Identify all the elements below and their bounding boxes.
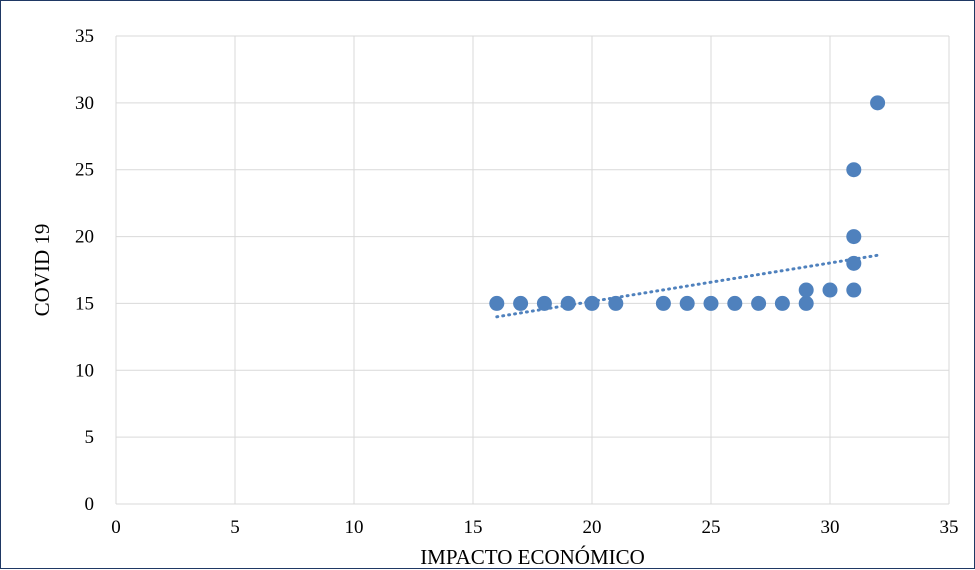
data-points — [489, 95, 886, 311]
x-tick-label-35: 35 — [940, 517, 959, 538]
data-point-3 — [560, 295, 576, 311]
data-point-15 — [846, 282, 862, 298]
data-point-9 — [727, 295, 743, 311]
y-tick-label-0: 0 — [85, 494, 95, 515]
y-tick-label-20: 20 — [75, 227, 94, 248]
y-tick-label-25: 25 — [75, 160, 94, 181]
data-point-5 — [608, 295, 624, 311]
data-point-14 — [822, 282, 838, 298]
y-axis-title: COVID 19 — [30, 224, 54, 317]
trendline-group — [495, 253, 880, 319]
data-point-7 — [679, 295, 695, 311]
data-point-11 — [774, 295, 790, 311]
data-point-10 — [751, 295, 767, 311]
x-tick-label-5: 5 — [230, 517, 240, 538]
y-tick-label-10: 10 — [75, 360, 94, 381]
y-tick-label-5: 5 — [85, 427, 95, 448]
x-tick-label-10: 10 — [345, 517, 364, 538]
data-point-19 — [870, 95, 886, 111]
data-point-1 — [513, 295, 529, 311]
x-axis-title: IMPACTO ECONÓMICO — [420, 545, 645, 569]
data-point-17 — [846, 229, 862, 245]
data-point-13 — [798, 282, 814, 298]
y-tick-label-15: 15 — [75, 293, 94, 314]
x-tick-label-15: 15 — [464, 517, 483, 538]
data-point-8 — [703, 295, 719, 311]
y-tick-label-35: 35 — [75, 26, 94, 47]
x-tick-labels: 0 5 10 15 20 25 30 35 — [111, 517, 958, 538]
data-point-6 — [655, 295, 671, 311]
x-tick-label-25: 25 — [702, 517, 721, 538]
x-tick-label-30: 30 — [821, 517, 840, 538]
data-point-0 — [489, 295, 505, 311]
x-tick-label-20: 20 — [583, 517, 602, 538]
data-point-16 — [846, 255, 862, 271]
data-point-4 — [584, 295, 600, 311]
data-point-2 — [536, 295, 552, 311]
y-tick-labels: 0 5 10 15 20 25 30 35 — [75, 26, 94, 515]
data-point-18 — [846, 162, 862, 178]
grid-lines — [115, 35, 950, 505]
y-tick-label-30: 30 — [75, 93, 94, 114]
x-tick-label-0: 0 — [111, 517, 121, 538]
data-point-12 — [798, 295, 814, 311]
trendline — [495, 253, 880, 319]
